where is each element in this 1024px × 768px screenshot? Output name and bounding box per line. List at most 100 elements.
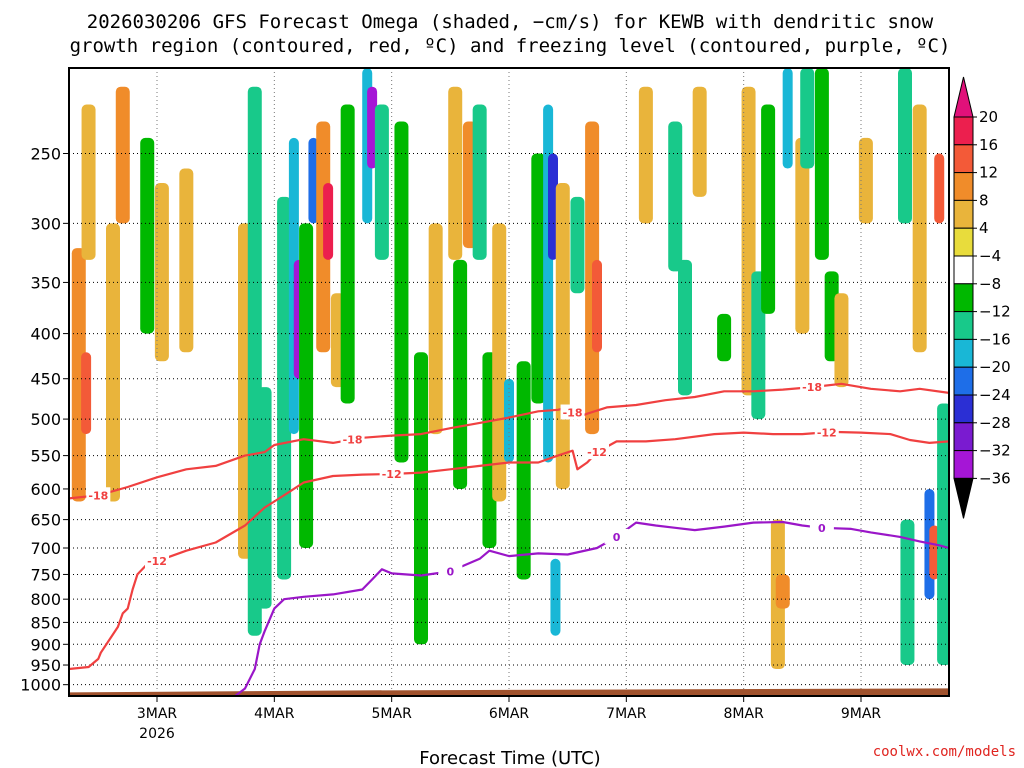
omega-cell	[555, 182, 570, 489]
y-tick-label: 950	[30, 656, 61, 675]
omega-cell	[340, 104, 355, 404]
omega-cell	[937, 403, 949, 666]
colorbar-label: −12	[979, 303, 1011, 321]
omega-cell	[912, 104, 927, 353]
contour-label-bg	[340, 431, 365, 447]
omega-cell	[367, 86, 378, 169]
y-tick-label: 300	[30, 214, 61, 233]
x-tick-sublabel: 2026	[139, 726, 175, 742]
omega-cell	[257, 387, 272, 609]
colorbar-label: 20	[979, 108, 998, 126]
y-axis: 250 300 350 400 450 500 550 600 650 700 750 800 850 9…	[20, 144, 69, 695]
y-tick-label: 400	[30, 325, 61, 344]
colorbar-label: −24	[979, 386, 1011, 404]
contour-label-bg	[145, 552, 169, 568]
colorbar-label: −20	[979, 358, 1011, 376]
contour-label: -12	[147, 555, 167, 568]
colorbar-band	[953, 394, 974, 424]
omega-cell	[761, 104, 776, 314]
contour-label: -12	[587, 446, 607, 459]
omega-cell	[453, 259, 468, 489]
colorbar-label: 4	[979, 219, 989, 237]
x-axis: 3MAR 2026 4MAR 5MAR 6MAR 7MAR 8MAR 9MAR	[137, 696, 881, 742]
omega-cell	[834, 293, 849, 388]
colorbar-label: −36	[979, 469, 1011, 487]
y-tick-label: 350	[30, 273, 61, 292]
y-tick-label: 850	[30, 613, 61, 632]
omega-cell	[115, 86, 130, 224]
y-tick-label: 550	[30, 447, 61, 466]
omega-cell	[277, 196, 292, 580]
omega-cell	[692, 86, 707, 197]
contour-label-bg	[604, 528, 629, 544]
y-tick-label: 500	[30, 410, 61, 429]
contour-label: -18	[343, 433, 363, 446]
omega-cell	[414, 352, 428, 645]
omega-cell	[492, 223, 507, 502]
omega-cell	[800, 68, 815, 169]
omega-cell	[299, 223, 314, 549]
omega-cell	[71, 248, 86, 502]
x-axis-label: Forecast Time (UTC)	[419, 748, 600, 768]
colorbar-band	[953, 422, 974, 452]
omega-cell	[140, 137, 155, 334]
omega-cell	[106, 223, 120, 502]
ground-layer	[69, 688, 949, 696]
y-tick-label: 800	[30, 590, 61, 609]
grid-lines	[69, 68, 949, 696]
contour-label-bg	[814, 424, 839, 440]
x-tick-label: 6MAR	[489, 706, 530, 722]
y-tick-label: 450	[30, 370, 61, 389]
omega-shading	[71, 68, 949, 670]
omega-cell	[516, 361, 531, 580]
colorbar-label: −8	[979, 275, 1001, 293]
colorbar-bottom-arrow	[953, 477, 974, 519]
colorbar-band	[953, 172, 974, 201]
omega-cell	[154, 182, 169, 362]
contour-label-bg	[560, 404, 585, 420]
omega-cell	[472, 104, 487, 260]
contour-label: -18	[563, 407, 583, 420]
omega-cell	[929, 525, 940, 580]
contour-label: -12	[382, 468, 402, 481]
y-tick-label: 250	[30, 144, 61, 163]
omega-cell	[775, 574, 790, 609]
colorbar-band	[953, 283, 974, 313]
omega-cell	[678, 259, 692, 396]
contour-label-bg	[800, 379, 825, 395]
x-tick-label: 3MAR	[137, 706, 178, 722]
y-tick-label: 900	[30, 635, 61, 654]
colorbar-label: 8	[979, 191, 989, 209]
colorbar-label: 12	[979, 164, 998, 182]
credit-link[interactable]: coolwx.com/models	[873, 744, 1016, 760]
colorbar-label: −28	[979, 414, 1011, 432]
contour-label: -18	[88, 489, 108, 502]
contour-label: 0	[613, 531, 621, 544]
x-tick-label: 5MAR	[372, 706, 413, 722]
colorbar-label: −4	[979, 247, 1001, 265]
omega-cell	[570, 196, 585, 294]
omega-cell	[782, 68, 793, 169]
omega-cell	[717, 313, 732, 362]
contour-label-bg	[438, 563, 463, 579]
omega-cell	[81, 104, 96, 260]
omega-cell	[308, 137, 319, 224]
colorbar-band	[953, 338, 974, 368]
omega-cell	[668, 121, 683, 272]
y-tick-label: 750	[30, 565, 61, 584]
colorbar-top-arrow	[953, 76, 974, 118]
colorbar-band	[953, 255, 974, 285]
contour-label: 0	[447, 565, 455, 578]
contour-label: -18	[802, 381, 822, 394]
contour-label: 0	[818, 522, 826, 535]
x-tick-label: 4MAR	[254, 706, 295, 722]
colorbar-band	[953, 450, 974, 479]
colorbar-band	[953, 116, 974, 146]
contour-label-bg	[809, 519, 834, 535]
omega-cell	[638, 86, 653, 224]
omega-cell	[179, 168, 194, 353]
omega-cell	[374, 104, 389, 260]
omega-cell	[858, 137, 873, 224]
contour-label: -12	[817, 426, 837, 439]
